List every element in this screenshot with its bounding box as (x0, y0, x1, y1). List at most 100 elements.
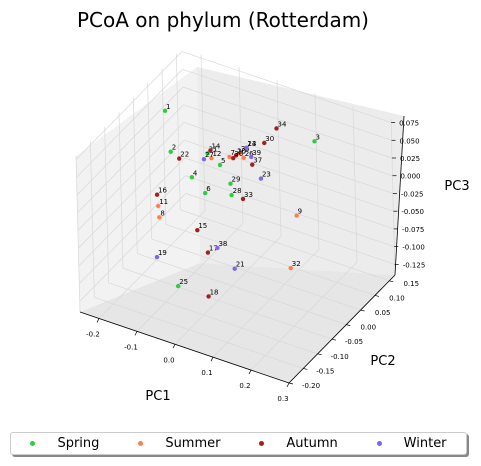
gridline (185, 193, 395, 265)
gridline (79, 193, 186, 302)
y-tick-label: -0.10 (331, 353, 349, 361)
data-point (312, 139, 317, 144)
data-point (262, 140, 267, 146)
data-point (232, 266, 237, 271)
point-label: 3 (315, 133, 319, 141)
x-tick-mark (96, 318, 100, 323)
point-label: 26 (245, 150, 254, 158)
z-tick-label: -0.125 (403, 261, 426, 269)
y-tick-mark (346, 324, 351, 326)
gridline (137, 253, 347, 325)
gridline (174, 236, 282, 345)
data-point (227, 154, 232, 160)
data-point (241, 155, 246, 161)
z-axis-label: PC3 (444, 179, 469, 194)
x-tick-label: -0.2 (86, 330, 100, 338)
y-tick-mark (317, 353, 322, 356)
y-tick-label: 0.05 (375, 309, 391, 317)
gridline (314, 93, 320, 250)
data-point (231, 155, 236, 161)
gridline (78, 157, 186, 267)
point-label: 32 (292, 260, 301, 268)
y-tick-mark (331, 338, 337, 341)
point-label: 18 (210, 288, 219, 296)
gridline (165, 224, 376, 296)
gridline (390, 118, 396, 276)
point-label: 34 (277, 120, 286, 128)
point-label: 27 (205, 151, 214, 159)
gridline (183, 122, 394, 194)
point-label: 17 (209, 245, 218, 253)
point-label: 5 (221, 157, 225, 165)
data-point (162, 108, 168, 113)
x-tick-label: 0.0 (163, 356, 174, 364)
gridline (200, 54, 206, 211)
gridline (136, 223, 244, 332)
pc1-axis-line (79, 311, 290, 384)
gridline (77, 104, 184, 213)
gridline (75, 155, 81, 313)
point-label: 6 (206, 185, 211, 193)
back-pane (197, 67, 404, 275)
data-point (215, 245, 220, 251)
y-tick-mark (360, 309, 365, 312)
data-point (244, 145, 249, 151)
series-autumn: 14 15 16 17 18 20 22 30 33 34 36 37 (154, 120, 287, 299)
data-point (217, 162, 223, 168)
gridline (161, 68, 167, 225)
data-point (288, 265, 293, 271)
y-tick-label: 0.15 (403, 280, 419, 288)
data-point (189, 175, 195, 180)
z-tick-label: -0.100 (402, 244, 425, 252)
gridline (78, 139, 185, 249)
gridline (122, 267, 333, 340)
data-point (233, 153, 239, 158)
point-label: 21 (236, 261, 245, 269)
point-label: 29 (232, 176, 241, 184)
gridline (76, 86, 184, 196)
legend-label: Spring (57, 436, 100, 451)
point-label: 15 (198, 222, 207, 230)
point-label: 10 (237, 147, 246, 155)
data-point (154, 254, 160, 260)
y-tick-label: -0.15 (316, 367, 334, 375)
x-tick-mark (210, 357, 214, 362)
point-label: 23 (262, 171, 271, 179)
y-tick-mark (374, 295, 380, 297)
data-points: 1234562528293178910111213263235141516171… (154, 103, 320, 299)
gridline (250, 261, 358, 371)
gridline (184, 157, 394, 230)
data-point (209, 155, 214, 161)
legend-item-spring: Spring (30, 436, 99, 451)
y-tick-label: 0.00 (361, 324, 377, 332)
spring-marker-icon (30, 441, 36, 446)
winter-marker-icon (376, 441, 382, 446)
gridline (147, 83, 152, 240)
point-label: 4 (193, 169, 198, 177)
x-axis-label: PC1 (145, 389, 170, 404)
z-tick-label: -0.050 (401, 208, 424, 216)
y-tick-label: 0.10 (389, 294, 405, 302)
y-tick-mark (389, 280, 394, 283)
legend-label: Autumn (286, 436, 338, 451)
data-point (274, 126, 279, 131)
pc3-axis-line (394, 115, 405, 276)
gridline (118, 112, 124, 269)
gridline (151, 238, 361, 311)
point-label: 33 (244, 191, 253, 199)
z-tick-label: 0.050 (400, 137, 420, 145)
point-label: 1 (166, 103, 170, 111)
gridline (180, 209, 390, 282)
point-label: 36 (234, 150, 243, 158)
data-point (175, 283, 181, 289)
x-tick-mark (172, 344, 176, 349)
data-point (168, 149, 173, 154)
z-tick-label: -0.075 (402, 226, 425, 234)
x-tick-mark (248, 369, 252, 375)
x-tick-mark (286, 382, 290, 388)
point-label: 37 (253, 157, 262, 165)
legend-item-autumn: Autumn (259, 436, 338, 451)
data-point (156, 203, 161, 209)
